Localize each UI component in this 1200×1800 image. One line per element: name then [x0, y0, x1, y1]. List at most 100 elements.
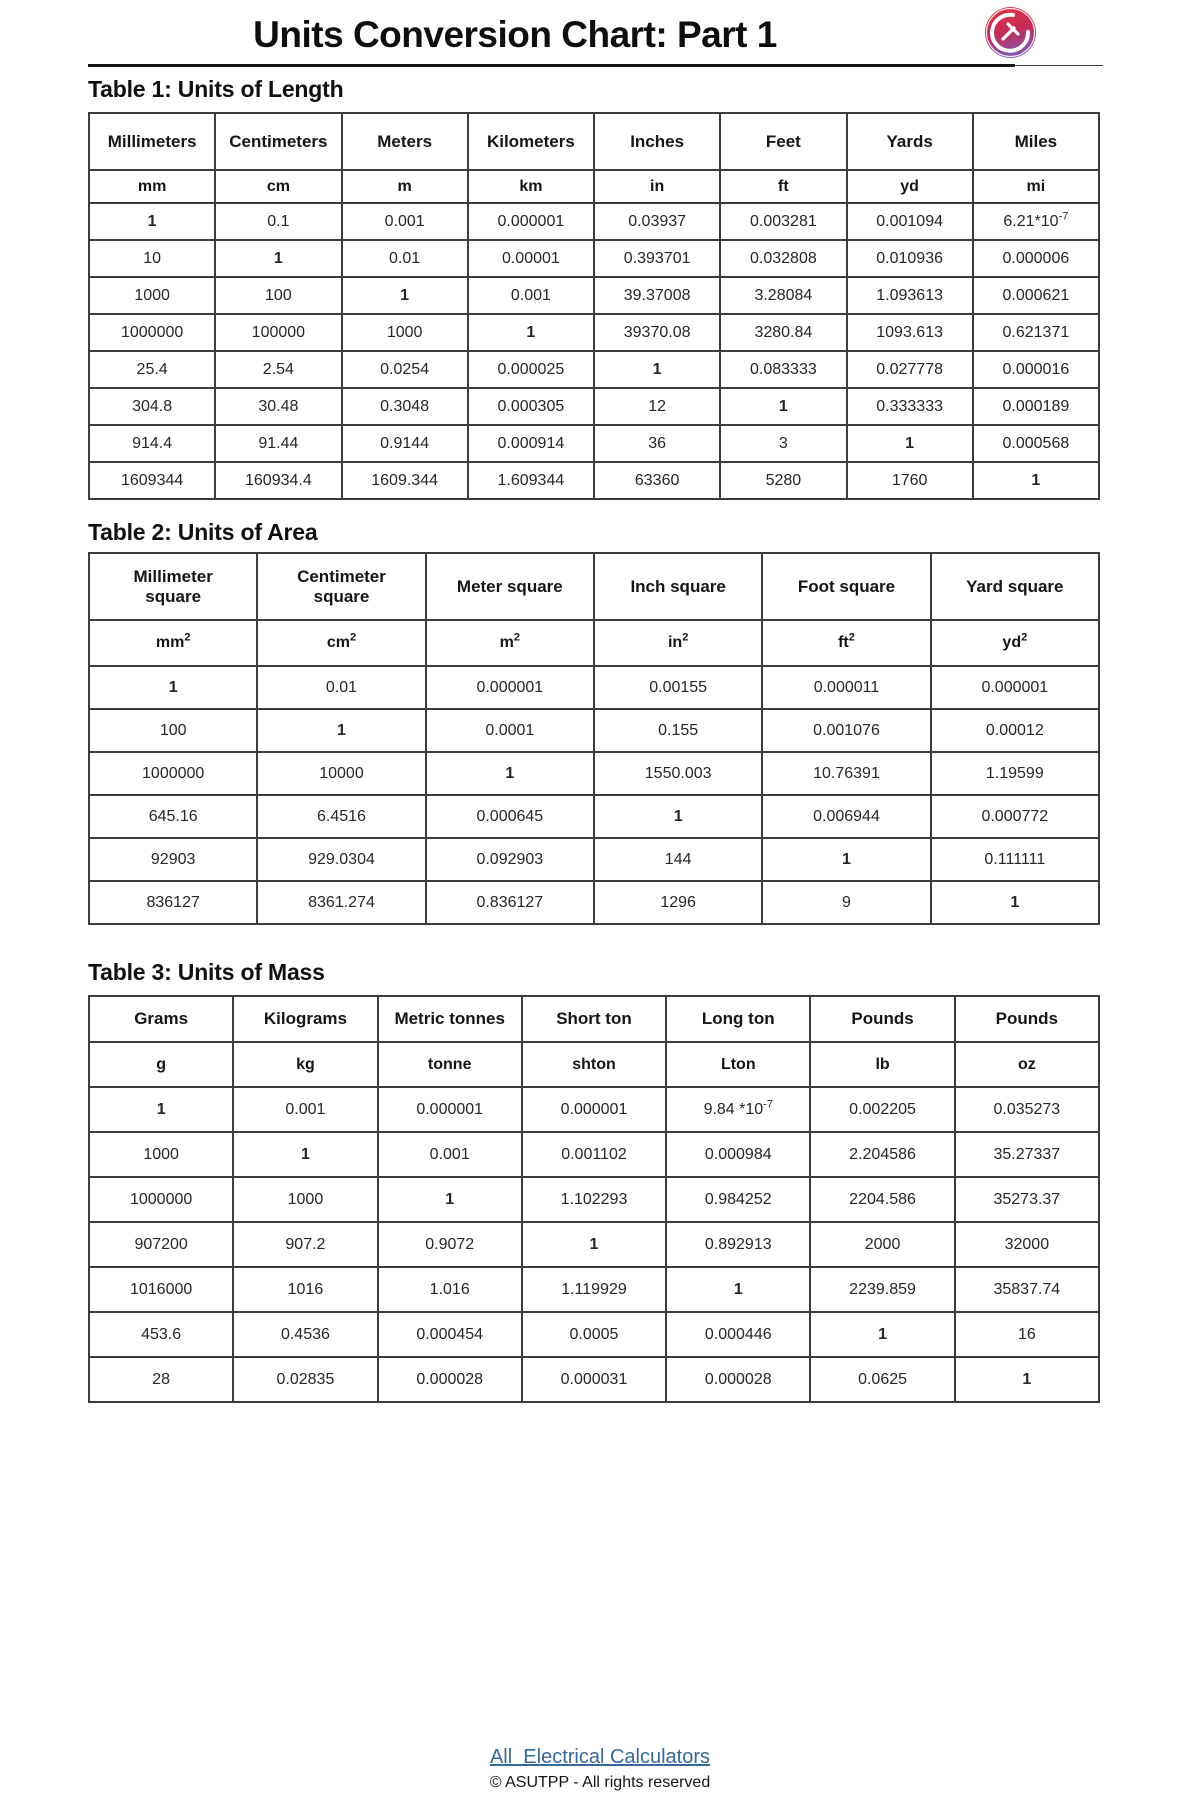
- table-cell: 12: [592, 387, 722, 426]
- table-cell: 0.0254: [340, 350, 469, 389]
- table-cell: 39370.08: [592, 313, 722, 352]
- table-cell: oz: [953, 1041, 1101, 1088]
- table-cell: Inch square: [592, 552, 764, 621]
- table-cell: mi: [971, 169, 1101, 204]
- header-row: Grams Kilograms Metric tonnes Short ton Long…: [87, 995, 1101, 1043]
- table-cell: 3280.84: [719, 313, 848, 352]
- table-cell: 1.609344: [466, 461, 596, 500]
- table-cell: 1.102293: [520, 1176, 668, 1223]
- table-cell: 1: [256, 708, 427, 753]
- table-cell: 0.001: [340, 202, 469, 241]
- table-cell: 0.621371: [971, 313, 1101, 352]
- table-cell: 6.21*10-7: [971, 202, 1101, 241]
- table2-title: Table 2: Units of Area: [88, 519, 318, 545]
- table-cell: 0.00012: [929, 708, 1101, 753]
- table-cell: Yard square: [929, 552, 1101, 621]
- table-row: 914.4 91.44 0.9144 0.000914 36 3 1 0.000568: [87, 424, 1101, 463]
- table-cell: 1: [929, 880, 1101, 925]
- table-row: 100 1 0.0001 0.155 0.001076 0.00012: [87, 708, 1101, 753]
- table-cell: 0.9072: [376, 1221, 523, 1268]
- table-cell: 0.01: [256, 665, 427, 710]
- table-cell: 1: [809, 1311, 956, 1358]
- table-cell: 1000: [232, 1176, 379, 1223]
- table-cell: 1: [214, 239, 343, 278]
- table-cell: 0.000446: [665, 1311, 812, 1358]
- table-cell: 1: [520, 1221, 668, 1268]
- table-cell: 0.1: [214, 202, 343, 241]
- table-cell: 0.836127: [424, 880, 595, 925]
- table-cell: 1760: [845, 461, 974, 500]
- table-cell: 100: [214, 276, 343, 315]
- table-cell: Centimeters: [214, 112, 343, 171]
- table-cell: 0.000028: [665, 1356, 812, 1403]
- table-cell: 1: [592, 794, 764, 839]
- table-cell: 0.000011: [761, 665, 932, 710]
- table-cell: 836127: [87, 880, 259, 925]
- table-cell: mm: [87, 169, 217, 204]
- table-cell: 0.000028: [376, 1356, 523, 1403]
- table-cell: 0.000984: [665, 1131, 812, 1178]
- table-cell: m2: [424, 619, 595, 667]
- table-cell: 1: [761, 837, 932, 882]
- header-row: Millimeter square Centimeter square Meter sq…: [87, 552, 1101, 621]
- area-conversion-table: Millimeter square Centimeter square Meter sq…: [87, 552, 1101, 925]
- table-cell: kg: [232, 1041, 379, 1088]
- table-cell: 1000000: [87, 751, 259, 796]
- table-cell: 0.000772: [929, 794, 1101, 839]
- table-cell: 3.28084: [719, 276, 848, 315]
- table-cell: 1016: [232, 1266, 379, 1313]
- table-cell: 907200: [87, 1221, 235, 1268]
- table-cell: m: [340, 169, 469, 204]
- table-cell: 0.006944: [761, 794, 932, 839]
- table-cell: 0.000025: [466, 350, 596, 389]
- table-cell: cm: [214, 169, 343, 204]
- table-cell: 0.155: [592, 708, 764, 753]
- table-cell: 10.76391: [761, 751, 932, 796]
- table-cell: 5280: [719, 461, 848, 500]
- title-underline-thin: [1015, 65, 1103, 66]
- table-cell: 35837.74: [953, 1266, 1101, 1313]
- table-cell: 0.000914: [466, 424, 596, 463]
- table-cell: 10: [87, 239, 217, 278]
- table-cell: 0.0001: [424, 708, 595, 753]
- table-cell: g: [87, 1041, 235, 1088]
- table-cell: 0.000001: [929, 665, 1101, 710]
- table-row: 1 0.01 0.000001 0.00155 0.000011 0.000001: [87, 665, 1101, 710]
- table-cell: 0.035273: [953, 1086, 1101, 1133]
- length-conversion-table: Millimeters Centimeters Meters Kilometers In…: [87, 112, 1101, 500]
- table-cell: 0.9144: [340, 424, 469, 463]
- copyright-text: © ASUTPP - All rights reserved: [489, 1774, 711, 1791]
- table-row: 304.8 30.48 0.3048 0.000305 12 1 0.333333 0.000…: [87, 387, 1101, 426]
- table-cell: 92903: [87, 837, 259, 882]
- table-cell: 0.892913: [665, 1221, 812, 1268]
- table-cell: 0.000031: [520, 1356, 668, 1403]
- table-cell: 453.6: [87, 1311, 235, 1358]
- table-cell: 0.001076: [761, 708, 932, 753]
- table-cell: yd: [845, 169, 974, 204]
- footer-link-row: All Electrical Calculators: [0, 1746, 1200, 1769]
- table-cell: 0.001102: [520, 1131, 668, 1178]
- table-cell: 0.000621: [971, 276, 1101, 315]
- table-cell: 929.0304: [256, 837, 427, 882]
- table-cell: 0.002205: [809, 1086, 956, 1133]
- table-cell: Miles: [971, 112, 1101, 171]
- table-row: 28 0.02835 0.000028 0.000031 0.000028 0.0625 1: [87, 1356, 1101, 1403]
- table-cell: 1: [953, 1356, 1101, 1403]
- table-cell: Long ton: [665, 995, 812, 1043]
- table-cell: 1.016: [376, 1266, 523, 1313]
- table-cell: ft: [719, 169, 848, 204]
- table-cell: tonne: [376, 1041, 523, 1088]
- table-row: 645.16 6.4516 0.000645 1 0.006944 0.000772: [87, 794, 1101, 839]
- mass-conversion-table: Grams Kilograms Metric tonnes Short ton Long…: [87, 995, 1101, 1403]
- table-cell: 0.333333: [845, 387, 974, 426]
- table-cell: lb: [809, 1041, 956, 1088]
- table-cell: 1: [592, 350, 722, 389]
- table-cell: 10000: [256, 751, 427, 796]
- table-cell: 0.092903: [424, 837, 595, 882]
- table-cell: 0.01: [340, 239, 469, 278]
- footer-link[interactable]: All Electrical Calculators: [489, 1746, 711, 1768]
- table-cell: 1.19599: [929, 751, 1101, 796]
- table-cell: 160934.4: [214, 461, 343, 500]
- table-cell: Meter square: [424, 552, 595, 621]
